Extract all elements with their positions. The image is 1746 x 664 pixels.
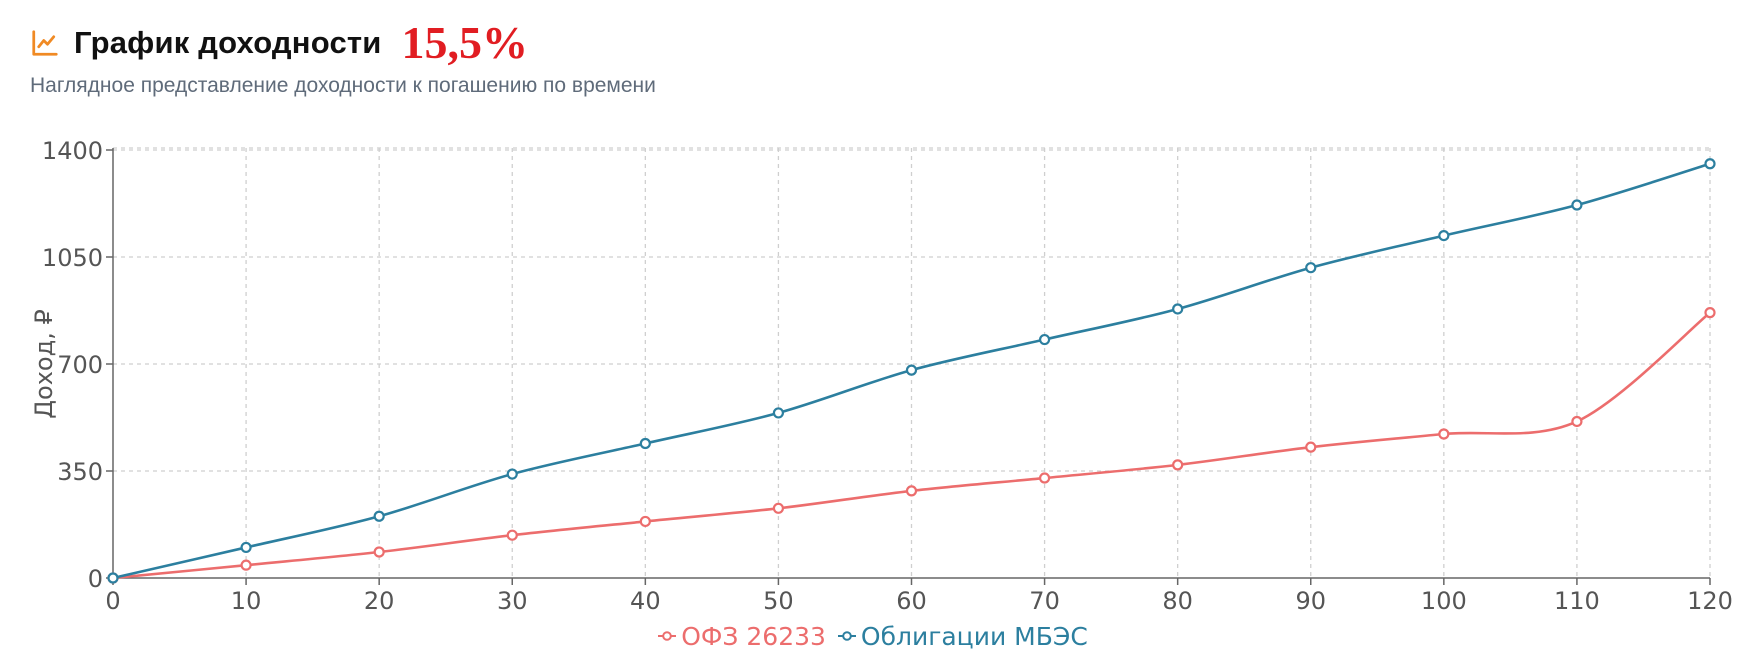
series-point-0 xyxy=(373,546,385,558)
legend-label: Облигации МБЭС xyxy=(860,621,1088,651)
series-point-0 xyxy=(772,502,785,514)
line-chart-icon xyxy=(32,30,58,56)
x-tick-label: 60 xyxy=(896,587,927,615)
series-point-1 xyxy=(905,364,918,376)
legend-marker-icon xyxy=(658,631,677,641)
series-point-0 xyxy=(1438,428,1450,440)
legend-label: ОФЗ 26233 xyxy=(681,621,826,651)
series-point-0 xyxy=(639,515,651,528)
yield-line-chart: 0 350 700 1050 1400 0 10 20 30 40 50 60 70 80 90 100 110… xyxy=(30,137,1733,620)
y-tick-label: 350 xyxy=(57,458,103,486)
series-point-0 xyxy=(905,485,918,497)
x-tick-label: 50 xyxy=(763,587,794,615)
x-tick-label: 40 xyxy=(630,587,661,615)
series-point-0 xyxy=(1038,472,1051,484)
legend-item-0[interactable]: ОФЗ 26233 xyxy=(658,622,826,651)
y-tick-label: 700 xyxy=(57,351,103,379)
x-tick-label: 90 xyxy=(1295,587,1326,615)
series-point-0 xyxy=(506,529,518,541)
series-point-0 xyxy=(1305,441,1317,453)
series-point-1 xyxy=(1571,199,1583,211)
series-point-1 xyxy=(1704,158,1716,170)
chart-header: График доходности 15,5% xyxy=(30,18,528,68)
x-tick-label: 20 xyxy=(364,587,395,615)
x-axis-label: Месяцы xyxy=(1618,616,1716,620)
series-point-1 xyxy=(1305,262,1317,274)
series-point-0 xyxy=(1571,415,1583,428)
y-tick-label: 1400 xyxy=(42,137,103,165)
y-tick-label: 1050 xyxy=(42,244,103,272)
series-point-1 xyxy=(1438,230,1450,242)
yield-value: 15,5% xyxy=(401,17,529,68)
series-point-1 xyxy=(1172,303,1184,315)
legend-marker-icon xyxy=(837,631,856,641)
y-axis-label: Доход, ₽ xyxy=(30,309,58,418)
x-tick-label: 30 xyxy=(497,587,528,615)
y-tick-label: 0 xyxy=(88,565,103,593)
series-point-1 xyxy=(107,572,119,584)
series-point-1 xyxy=(639,437,651,450)
x-tick-label: 100 xyxy=(1421,587,1467,615)
legend-item-1[interactable]: Облигации МБЭС xyxy=(837,621,1088,651)
chart-subtitle: Наглядное представление доходности к пог… xyxy=(30,74,656,97)
series-point-0 xyxy=(1704,307,1716,319)
chart-title: График доходности xyxy=(74,25,382,60)
series-point-0 xyxy=(1172,459,1184,471)
series-point-0 xyxy=(240,559,252,571)
series-point-1 xyxy=(240,541,252,554)
series-point-1 xyxy=(506,468,518,480)
series-point-1 xyxy=(772,407,785,419)
x-tick-label: 80 xyxy=(1162,587,1193,615)
series-point-1 xyxy=(1038,333,1051,346)
x-tick-label: 10 xyxy=(231,587,262,615)
chart-legend: ОФЗ 26233 Облигации МБЭС xyxy=(0,620,1746,651)
x-tick-label: 110 xyxy=(1554,587,1600,615)
x-tick-label: 120 xyxy=(1687,587,1733,615)
x-tick-label: 70 xyxy=(1029,587,1060,615)
x-tick-label: 0 xyxy=(105,587,120,615)
series-point-1 xyxy=(373,510,385,522)
